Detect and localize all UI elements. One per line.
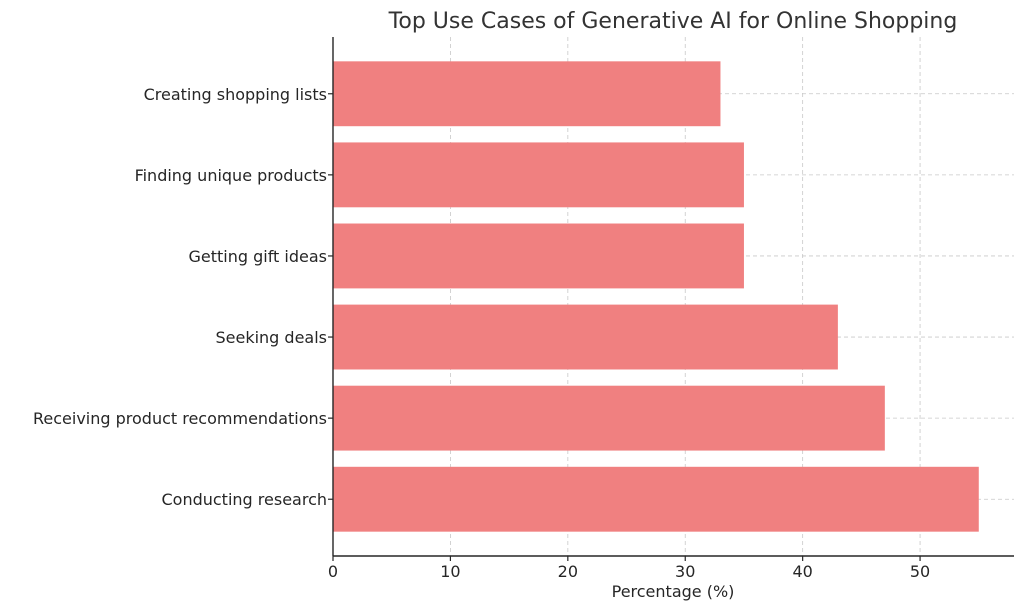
x-tick-label: 10 bbox=[440, 562, 460, 581]
x-tick-label: 0 bbox=[328, 562, 338, 581]
axes: 0 10 20 30 40 50 Creating shopping lists Findin… bbox=[33, 37, 1014, 581]
x-axis-label: Percentage (%) bbox=[612, 582, 735, 601]
bar bbox=[333, 142, 744, 208]
bar bbox=[333, 61, 721, 127]
x-tick-label: 30 bbox=[675, 562, 695, 581]
x-tick-label: 50 bbox=[910, 562, 930, 581]
y-tick-label: Creating shopping lists bbox=[144, 85, 327, 104]
bars bbox=[333, 61, 979, 532]
y-tick-label: Seeking deals bbox=[215, 328, 327, 347]
bar bbox=[333, 466, 979, 532]
bar bbox=[333, 304, 838, 370]
y-tick-label: Finding unique products bbox=[135, 166, 327, 185]
x-tick-label: 20 bbox=[558, 562, 578, 581]
bar bbox=[333, 385, 885, 451]
x-tick-label: 40 bbox=[792, 562, 812, 581]
y-tick-label: Conducting research bbox=[161, 490, 327, 509]
bar bbox=[333, 223, 744, 289]
y-tick-label: Getting gift ideas bbox=[188, 247, 327, 266]
chart-title: Top Use Cases of Generative AI for Onlin… bbox=[388, 9, 958, 34]
y-tick-label: Receiving product recommendations bbox=[33, 409, 327, 428]
